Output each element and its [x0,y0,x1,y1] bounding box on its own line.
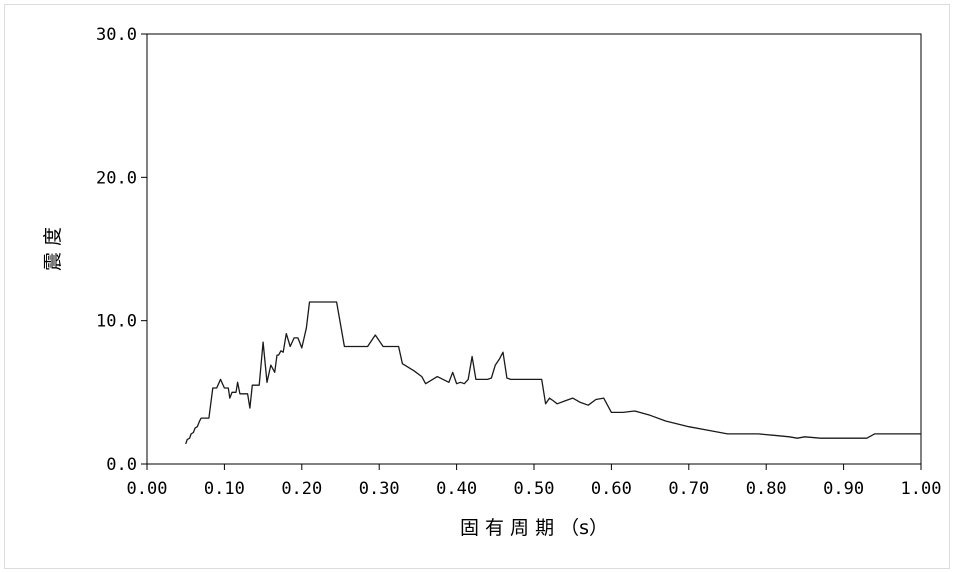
y-tick-label: 30.0 [96,25,137,45]
series-line [185,301,921,445]
x-tick-label: 0.60 [591,479,632,499]
x-tick-label: 0.80 [746,479,787,499]
x-tick-label: 0.20 [281,479,322,499]
x-axis-title: 固 有 周 期 （s） [460,517,608,539]
y-tick-label: 10.0 [96,312,137,332]
y-tick-label: 0.0 [106,455,137,475]
x-tick-label: 0.90 [823,479,864,499]
y-tick-label: 20.0 [96,168,137,188]
x-tick-label: 0.10 [204,479,245,499]
y-axis: 0.0 10.0 20.0 30.0 [96,25,147,475]
x-tick-label: 0.40 [436,479,477,499]
x-tick-label: 0.30 [359,479,400,499]
x-tick-label: 1.00 [901,479,942,499]
x-tick-label: 0.00 [127,479,168,499]
plot-area [146,33,922,465]
chart-frame [4,4,950,569]
y-axis-title: 震 度 [42,227,64,271]
x-axis: 0.00 0.10 0.20 0.30 0.40 0.50 0.60 0.70 0.80 0.90… [127,464,942,499]
x-tick-label: 0.70 [668,479,709,499]
x-tick-label: 0.50 [514,479,555,499]
